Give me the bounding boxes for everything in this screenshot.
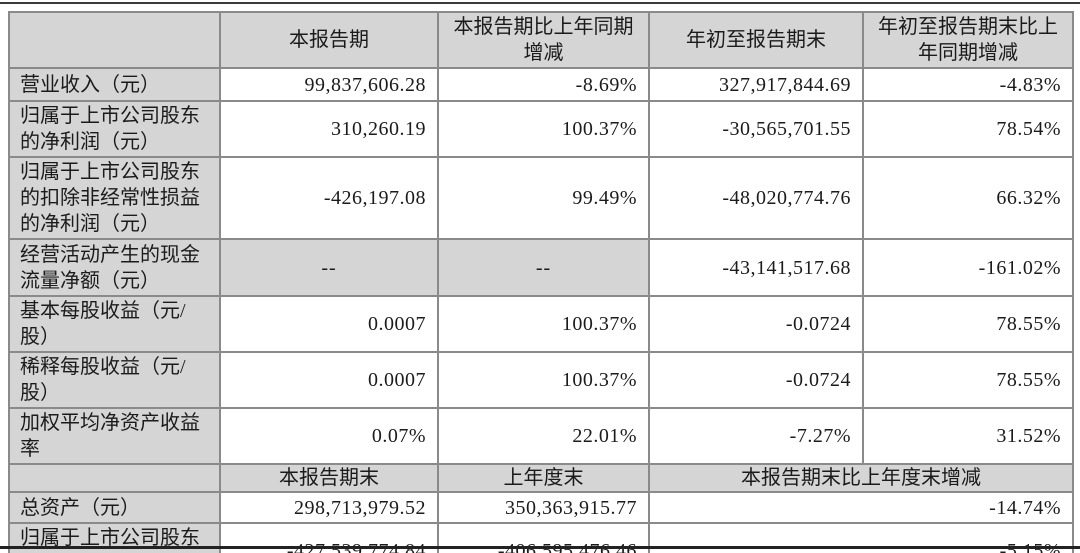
- table-row: 归属于上市公司股东的净利润（元） 310,260.19 100.37% -30,…: [8, 100, 1074, 158]
- page-bottom-rule: [0, 546, 1080, 549]
- table-header-row: 本报告期 本报告期比上年同期增减 年初至报告期末 年初至报告期末比上年同期增减: [8, 11, 1074, 69]
- cell-value: -4.83%: [862, 67, 1074, 102]
- row-label-diluted-eps: 稀释每股收益（元/股）: [8, 351, 221, 409]
- cell-value: -43,141,517.68: [648, 238, 864, 297]
- row-label-weighted-avg-roe: 加权平均净资产收益率: [8, 407, 221, 465]
- page-top-rule: [0, 2, 1080, 4]
- cell-value: 350,363,915.77: [437, 491, 650, 524]
- row-label-operating-cash-flow: 经营活动产生的现金流量净额（元）: [8, 238, 221, 297]
- cell-value: -30,565,701.55: [648, 100, 864, 158]
- cell-value: -48,020,774.76: [648, 156, 864, 240]
- cell-value: 99.49%: [437, 156, 650, 240]
- column-header-period-vs-lastyear-change: 本报告期末比上年度末增减: [648, 463, 1074, 493]
- cell-value: 100.37%: [437, 100, 650, 158]
- row-label-owners-equity: 归属于上市公司股东的所有者权益（元）: [8, 522, 221, 553]
- table-row: 基本每股收益（元/股） 0.0007 100.37% -0.0724 78.55…: [8, 295, 1074, 353]
- column-header-end-of-period: 本报告期末: [219, 463, 439, 493]
- financial-summary-table: 本报告期 本报告期比上年同期增减 年初至报告期末 年初至报告期末比上年同期增减 …: [8, 11, 1074, 553]
- cell-value: 78.54%: [862, 100, 1074, 158]
- cell-value: -161.02%: [862, 238, 1074, 297]
- cell-value: 100.37%: [437, 295, 650, 353]
- table-subheader-row: 本报告期末 上年度末 本报告期末比上年度末增减: [8, 463, 1074, 493]
- row-label-net-profit: 归属于上市公司股东的净利润（元）: [8, 100, 221, 158]
- column-header-current-period: 本报告期: [219, 11, 439, 69]
- table-row: 总资产（元） 298,713,979.52 350,363,915.77 -14…: [8, 491, 1074, 524]
- cell-value-na: --: [219, 238, 439, 297]
- row-label-total-assets: 总资产（元）: [8, 491, 221, 524]
- header-empty-cell: [8, 11, 221, 69]
- table-row: 稀释每股收益（元/股） 0.0007 100.37% -0.0724 78.55…: [8, 351, 1074, 409]
- cell-value: -7.27%: [648, 407, 864, 465]
- cell-value: -0.0724: [648, 295, 864, 353]
- table-row: 营业收入（元） 99,837,606.28 -8.69% 327,917,844…: [8, 67, 1074, 102]
- cell-value: 0.07%: [219, 407, 439, 465]
- column-header-ytd-yoy-change: 年初至报告期末比上年同期增减: [862, 11, 1074, 69]
- cell-value: 78.55%: [862, 351, 1074, 409]
- cell-value: -426,197.08: [219, 156, 439, 240]
- table-row: 归属于上市公司股东的扣除非经常性损益的净利润（元） -426,197.08 99…: [8, 156, 1074, 240]
- cell-value: -14.74%: [648, 491, 1074, 524]
- column-header-ytd: 年初至报告期末: [648, 11, 864, 69]
- row-label-revenue: 营业收入（元）: [8, 67, 221, 102]
- cell-value: 99,837,606.28: [219, 67, 439, 102]
- cell-value-na: --: [437, 238, 650, 297]
- row-label-basic-eps: 基本每股收益（元/股）: [8, 295, 221, 353]
- cell-value: 78.55%: [862, 295, 1074, 353]
- column-header-yoy-change: 本报告期比上年同期增减: [437, 11, 650, 69]
- cell-value: 31.52%: [862, 407, 1074, 465]
- table-row: 经营活动产生的现金流量净额（元） -- -- -43,141,517.68 -1…: [8, 238, 1074, 297]
- subheader-empty-cell: [8, 463, 221, 493]
- cell-value: 22.01%: [437, 407, 650, 465]
- cell-value: 0.0007: [219, 351, 439, 409]
- cell-value: -0.0724: [648, 351, 864, 409]
- cell-value: 327,917,844.69: [648, 67, 864, 102]
- table-row: 加权平均净资产收益率 0.07% 22.01% -7.27% 31.52%: [8, 407, 1074, 465]
- row-label-net-profit-excl-nonrecurring: 归属于上市公司股东的扣除非经常性损益的净利润（元）: [8, 156, 221, 240]
- cell-value: 298,713,979.52: [219, 491, 439, 524]
- column-header-end-of-last-year: 上年度末: [437, 463, 650, 493]
- cell-value: -8.69%: [437, 67, 650, 102]
- cell-value: 66.32%: [862, 156, 1074, 240]
- cell-value: 100.37%: [437, 351, 650, 409]
- cell-value: 0.0007: [219, 295, 439, 353]
- cell-value: 310,260.19: [219, 100, 439, 158]
